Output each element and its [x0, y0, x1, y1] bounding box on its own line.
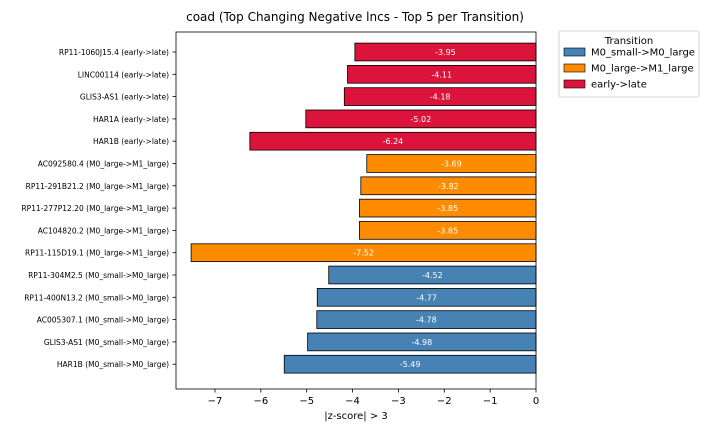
bar-value-label: -7.52 [353, 249, 374, 258]
y-tick-label: RP11-115D19.1 (M0_large->M1_large) [25, 249, 169, 258]
y-tick-label: RP11-277P12.20 (M0_large->M1_large) [21, 204, 169, 213]
bar-value-label: -4.11 [431, 70, 452, 79]
bar-value-label: -4.52 [422, 271, 443, 280]
legend-swatch [563, 79, 586, 89]
x-tick-label: −6 [253, 396, 268, 407]
y-tick-label: HAR1B (early->late) [93, 137, 169, 146]
chart-title: coad (Top Changing Negative lncs - Top 5… [186, 10, 524, 24]
bar-value-label: -5.49 [400, 360, 421, 369]
x-tick-label: −5 [299, 396, 314, 407]
x-tick-label: −2 [437, 396, 452, 407]
bar-value-label: -4.98 [411, 338, 432, 347]
x-axis-ticks: −7 −6 −5 −4 −3 −2 −1 0 [208, 389, 539, 407]
bar-value-label: -5.02 [411, 115, 432, 124]
y-tick-label: HAR1B (M0_small->M0_large) [57, 360, 169, 369]
y-tick-label: AC104820.2 (M0_large->M1_large) [38, 226, 169, 235]
legend-label: M0_large->M1_large [591, 64, 694, 75]
bars-layer: -3.95 -4.11 -4.18 -5.02 -6.24 -3.69 -3.82 -3.85… [190, 42, 537, 374]
plot-frame [175, 31, 537, 390]
legend-entries: M0_small->M0_large M0_large->M1_largeearl… [563, 47, 695, 91]
bar-value-label: -3.69 [441, 160, 462, 169]
y-tick-label: HAR1A (early->late) [93, 115, 169, 124]
y-tick-label: AC092580.4 (M0_large->M1_large) [38, 160, 169, 169]
x-tick-label: −1 [483, 396, 498, 407]
legend-swatch [563, 47, 586, 57]
bar-value-label: -3.82 [438, 182, 459, 191]
y-tick-label: RP11-304M2.5 (M0_small->M0_large) [28, 271, 169, 280]
legend-label: early->late [591, 80, 647, 91]
bar-value-label: -4.77 [416, 293, 437, 302]
y-tick-label: RP11-291B21.2 (M0_large->M1_large) [26, 182, 169, 191]
legend-title: Transition [604, 36, 653, 47]
x-tick-label: 0 [533, 396, 539, 407]
legend-frame [558, 30, 700, 98]
y-tick-label: AC005307.1 (M0_small->M0_large) [37, 316, 169, 325]
legend: Transition M0_small->M0_large M0_large->M… [558, 30, 700, 98]
y-tick-label: RP11-1060J15.4 (early->late) [59, 48, 169, 57]
x-tick-label: −4 [345, 396, 360, 407]
x-tick-label: −3 [391, 396, 406, 407]
bar-value-label: -3.85 [437, 226, 458, 235]
bar-value-label: -6.24 [383, 137, 404, 146]
bar-value-label: -4.78 [416, 316, 437, 325]
legend-swatch [563, 63, 586, 73]
bar-value-label: -3.85 [437, 204, 458, 213]
y-tick-label: GLIS3-AS1 (M0_small->M0_large) [44, 338, 169, 347]
bar-value-label: -4.18 [430, 93, 451, 102]
x-tick-label: −7 [208, 396, 223, 407]
y-tick-label: RP11-400N13.2 (M0_small->M0_large) [24, 293, 169, 302]
bar-value-label: -3.95 [435, 48, 456, 57]
x-axis-label: |z-score| > 3 [324, 411, 388, 422]
y-tick-label: LINC00114 (early->late) [78, 70, 169, 79]
y-tick-label: GLIS3-AS1 (early->late) [80, 93, 169, 102]
y-tick-labels: RP11-1060J15.4 (early->late) LINC00114 (e… [21, 48, 176, 369]
legend-label: M0_small->M0_large [591, 48, 695, 59]
